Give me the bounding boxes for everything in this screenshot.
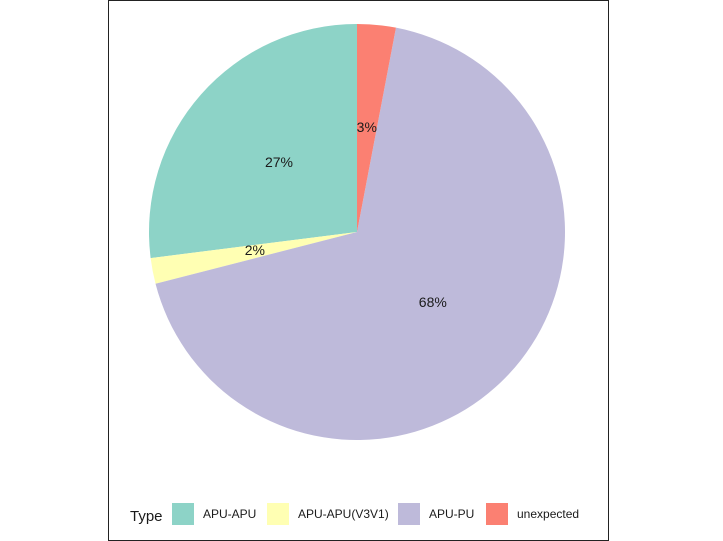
legend-label-apu-apu: APU-APU bbox=[203, 507, 256, 521]
slice-label-unexpected: 3% bbox=[357, 119, 377, 135]
legend-label-apu-pu: APU-PU bbox=[429, 507, 474, 521]
legend-key-apu-apu bbox=[172, 503, 194, 525]
slice-label-apu-apu-v3v1: 2% bbox=[245, 242, 265, 258]
slice-label-apu-pu: 68% bbox=[419, 294, 447, 310]
pie-slices bbox=[149, 24, 565, 440]
legend-key-apu-pu bbox=[398, 503, 420, 525]
legend-label-unexpected: unexpected bbox=[517, 507, 579, 521]
pie-slice-apu-apu-v3v1 bbox=[150, 232, 357, 284]
pie-slice-apu-pu bbox=[155, 27, 565, 440]
slice-labels: 27% 2% 68% 3% bbox=[245, 119, 447, 310]
legend-key-unexpected bbox=[486, 503, 508, 525]
legend-label-apu-apu-v3v1: APU-APU(V3V1) bbox=[298, 507, 389, 521]
legend-key-apu-apu-v3v1 bbox=[267, 503, 289, 525]
legend: Type APU-APU APU-APU(V3V1) APU-PU unexpecte… bbox=[130, 503, 579, 525]
pie-slice-apu-apu bbox=[149, 24, 357, 259]
legend-title: Type bbox=[130, 508, 163, 525]
pie-slice-unexpected bbox=[357, 24, 396, 232]
slice-label-apu-apu: 27% bbox=[265, 154, 293, 170]
